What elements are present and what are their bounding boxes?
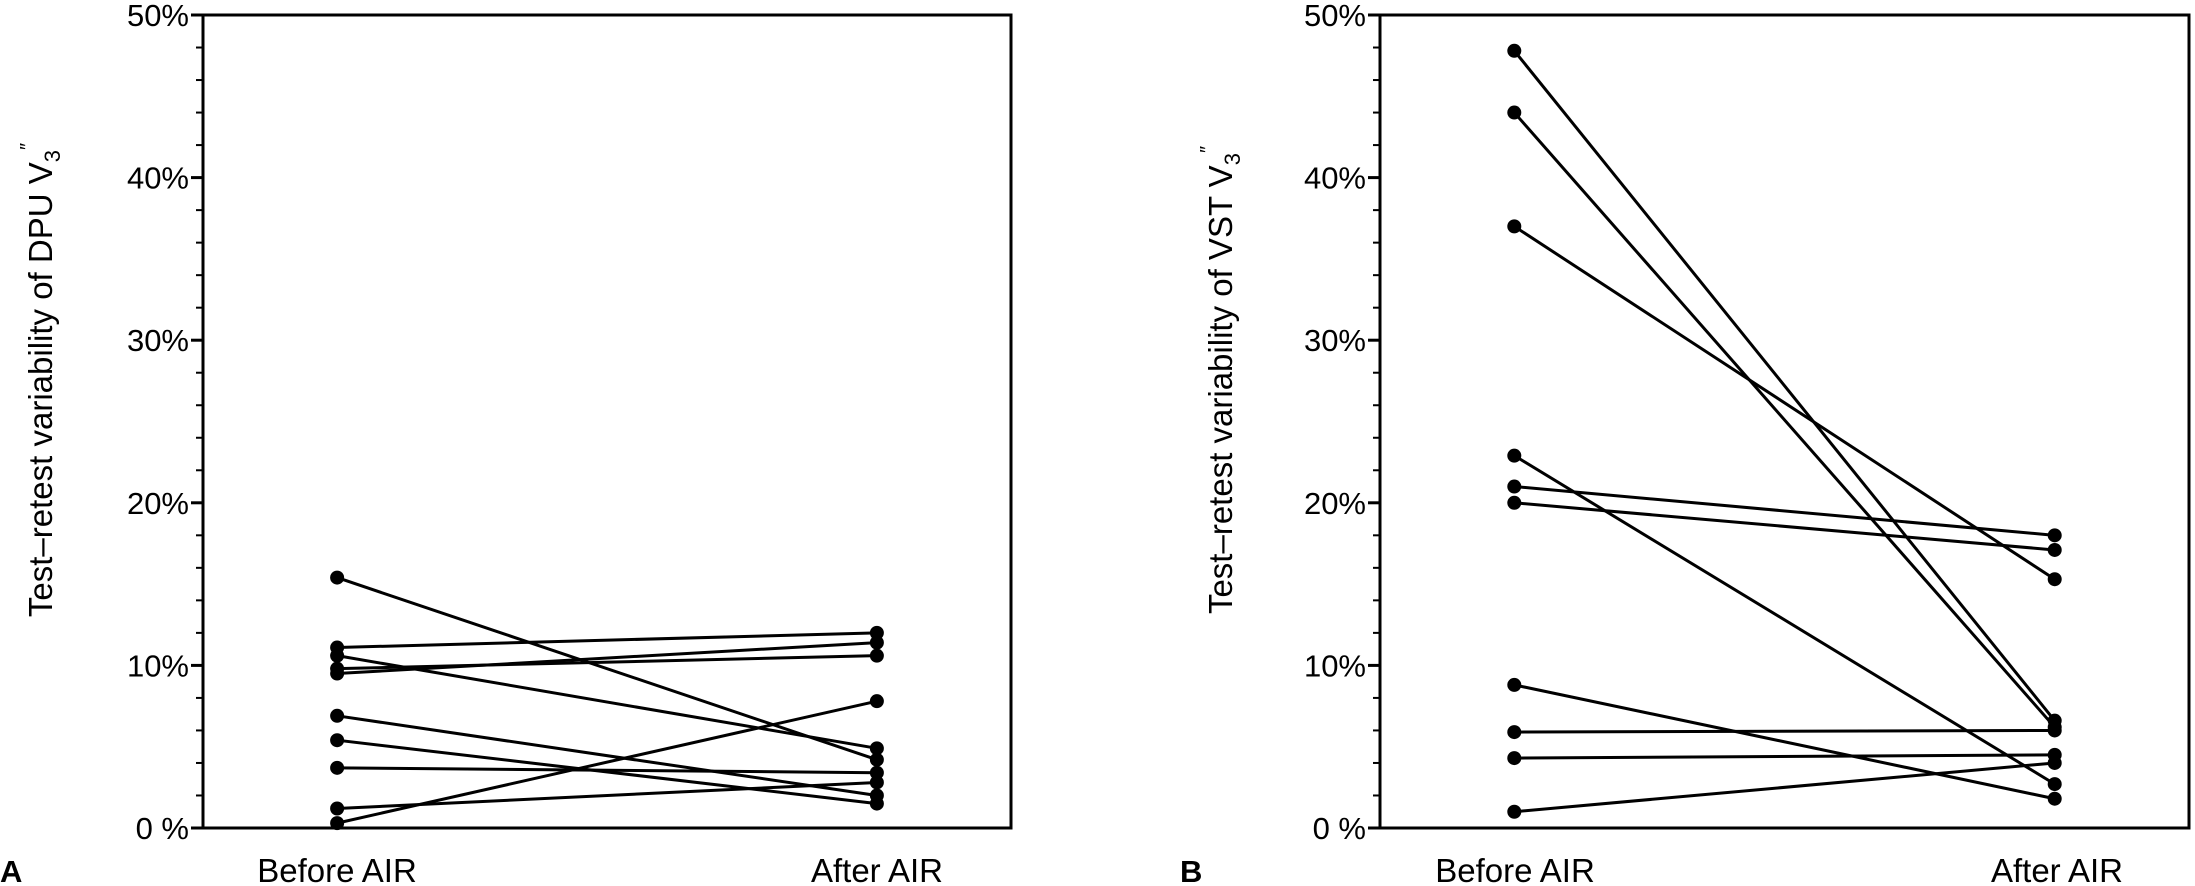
series-line-subject-9: [1514, 753, 2055, 760]
data-point-before: [1507, 43, 1522, 58]
data-point-before: [1507, 751, 1522, 766]
data-point-after: [869, 625, 884, 640]
data-point-before: [330, 816, 345, 831]
series-line-subject-8: [337, 766, 877, 775]
y-tick-label: 40%: [1304, 161, 1366, 196]
y-tick-label: 0 %: [1313, 811, 1366, 846]
data-point-before: [1507, 677, 1522, 692]
series-lines: [330, 570, 884, 831]
data-point-before: [330, 570, 345, 585]
x-category-label: Before AIR: [1435, 852, 1595, 886]
data-point-before: [330, 666, 345, 681]
data-point-before: [330, 760, 345, 775]
data-point-after: [869, 775, 884, 790]
data-point-after: [2047, 791, 2062, 806]
series-line-subject-2: [1513, 111, 2056, 729]
series-line-subject-7: [336, 738, 878, 806]
data-point-after: [869, 796, 884, 811]
x-category-label: After AIR: [811, 852, 943, 886]
data-point-after: [2047, 777, 2062, 792]
series-line-subject-6: [336, 714, 878, 797]
data-point-after: [869, 765, 884, 780]
data-point-after: [869, 694, 884, 709]
data-point-before: [1507, 448, 1522, 463]
series-line-subject-5: [337, 641, 877, 676]
data-point-before: [1507, 479, 1522, 494]
x-category-label: Before AIR: [257, 852, 417, 886]
data-point-after: [2047, 542, 2062, 557]
series-line-subject-1: [336, 576, 878, 762]
series-line-subject-2: [337, 631, 877, 650]
series-lines: [1507, 43, 2062, 819]
plot-frame: [1378, 13, 2191, 830]
series-line-subject-3: [1513, 225, 2056, 581]
data-point-after: [2047, 528, 2062, 543]
data-point-after: [869, 648, 884, 663]
series-line-subject-8: [1514, 728, 2055, 734]
y-axis: 0 % 10% 20% 30% 40% 50%: [1304, 0, 1380, 846]
data-point-after: [869, 752, 884, 767]
series-line-subject-5: [1514, 485, 2055, 537]
data-point-after: [2047, 572, 2062, 587]
panel-b: 0 % 10% 20% 30% 40% 50% Test–retest variabili…: [1180, 0, 2191, 886]
data-point-before: [1507, 804, 1522, 819]
y-axis-title: Test–retest variability of VST V3″: [1197, 146, 1245, 614]
y-tick-label: 20%: [127, 486, 189, 521]
series-line-subject-7: [1513, 683, 2056, 801]
y-tick-label: 10%: [127, 648, 189, 683]
y-tick-label: 20%: [1304, 486, 1366, 521]
series-line-subject-10: [1514, 761, 2055, 814]
series-line-subject-6: [1514, 501, 2055, 552]
y-tick-label: 40%: [127, 161, 189, 196]
y-tick-label: 30%: [1304, 323, 1366, 358]
series-line-subject-4: [337, 654, 877, 671]
data-point-after: [2047, 755, 2062, 770]
data-point-before: [1507, 219, 1522, 234]
y-tick-label: 50%: [1304, 0, 1366, 33]
data-point-before: [1507, 725, 1522, 740]
panel-label: A: [0, 854, 22, 886]
y-tick-label: 50%: [127, 0, 189, 33]
panel-label: B: [1180, 854, 1202, 886]
data-point-after: [869, 741, 884, 756]
data-point-after: [869, 635, 884, 650]
series-line-subject-10: [336, 699, 878, 825]
series-line-subject-1: [1513, 49, 2056, 722]
data-point-before: [1507, 105, 1522, 120]
y-tick-label: 0 %: [136, 811, 189, 846]
x-category-label: After AIR: [1991, 852, 2123, 886]
data-point-before: [330, 733, 345, 748]
data-point-before: [1507, 495, 1522, 510]
data-point-after: [2047, 723, 2062, 738]
y-axis-title: Test–retest variability of DPU V3″: [17, 143, 65, 617]
y-axis: 0 % 10% 20% 30% 40% 50%: [127, 0, 203, 846]
y-tick-label: 10%: [1304, 648, 1366, 683]
plot-frame: [201, 13, 1013, 830]
series-line-subject-3: [336, 654, 878, 750]
data-point-before: [330, 708, 345, 723]
data-point-before: [330, 648, 345, 663]
data-point-before: [330, 801, 345, 816]
panel-a: 0 % 10% 20% 30% 40% 50% Test–retest variabili…: [0, 0, 1013, 886]
y-tick-label: 30%: [127, 323, 189, 358]
